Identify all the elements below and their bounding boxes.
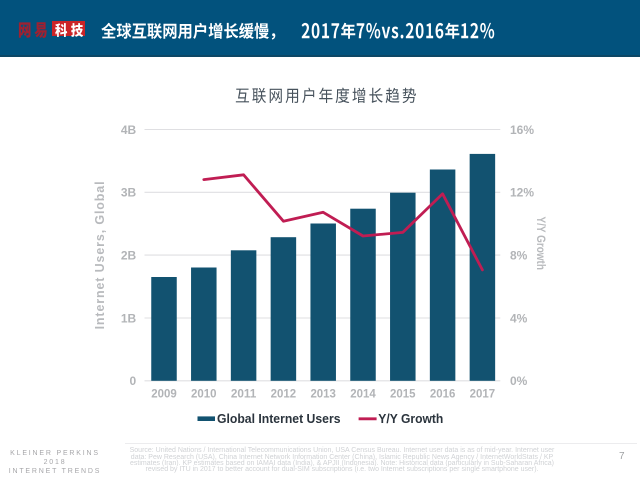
svg-text:1B: 1B: [121, 311, 137, 325]
svg-text:2014: 2014: [350, 389, 376, 401]
svg-text:0%: 0%: [510, 374, 528, 388]
svg-text:Global Internet Users: Global Internet Users: [217, 411, 341, 426]
svg-text:Internet Users, Global: Internet Users, Global: [93, 181, 107, 329]
svg-text:Y/Y Growth: Y/Y Growth: [378, 411, 443, 426]
svg-text:2016: 2016: [430, 389, 456, 401]
svg-text:4B: 4B: [121, 123, 137, 137]
svg-text:2012: 2012: [271, 389, 297, 401]
svg-text:16%: 16%: [510, 123, 534, 137]
svg-text:8%: 8%: [510, 248, 528, 262]
svg-text:0: 0: [130, 374, 137, 388]
svg-text:2013: 2013: [310, 389, 336, 401]
svg-text:2B: 2B: [121, 248, 137, 262]
svg-text:4%: 4%: [510, 311, 528, 325]
svg-text:12%: 12%: [510, 186, 534, 200]
svg-text:2015: 2015: [390, 389, 416, 401]
svg-text:2017: 2017: [470, 389, 496, 401]
svg-text:2010: 2010: [191, 389, 217, 401]
svg-text:Y/Y Growth: Y/Y Growth: [534, 216, 548, 270]
svg-text:2011: 2011: [231, 389, 257, 401]
svg-text:2009: 2009: [151, 389, 177, 401]
svg-text:3B: 3B: [121, 186, 137, 200]
